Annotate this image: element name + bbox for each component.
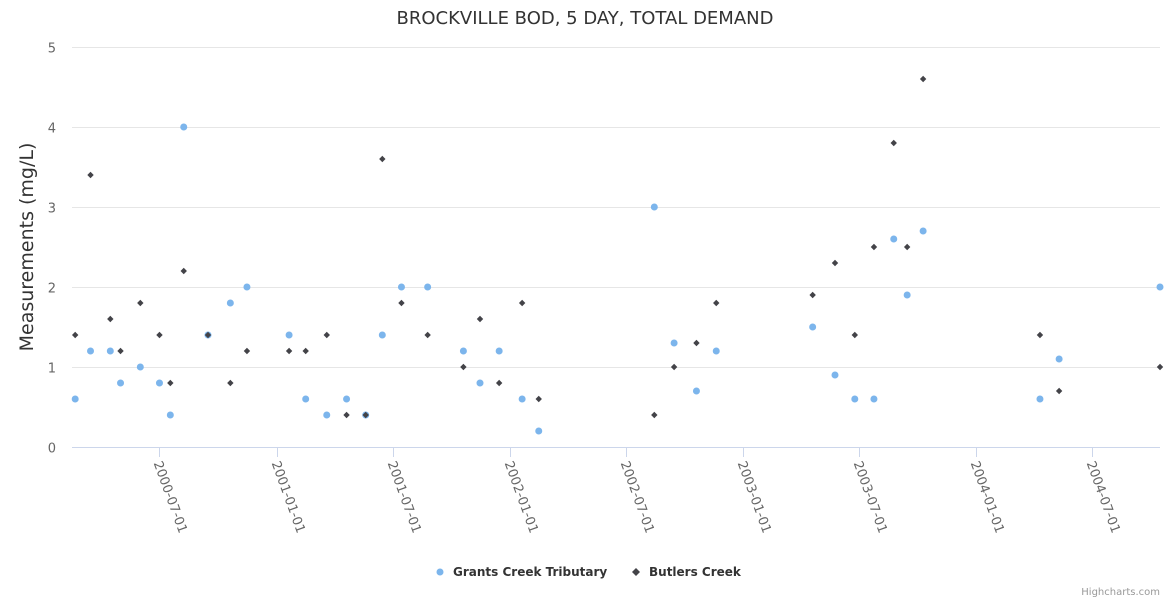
data-point[interactable] (713, 299, 720, 307)
data-point[interactable] (156, 331, 163, 339)
data-point[interactable] (919, 75, 927, 83)
data-point[interactable] (1055, 387, 1063, 395)
data-point[interactable] (693, 339, 700, 347)
series-grants-creek-tributary (71, 123, 1164, 435)
y-tick-label: 4 (48, 122, 56, 137)
data-point[interactable] (692, 387, 700, 395)
data-point[interactable] (809, 323, 817, 331)
data-point[interactable] (495, 347, 503, 355)
data-point[interactable] (851, 331, 858, 339)
data-point[interactable] (1156, 363, 1164, 371)
data-point[interactable] (870, 243, 878, 251)
data-point[interactable] (890, 235, 898, 243)
data-point[interactable] (107, 315, 114, 323)
data-point[interactable] (460, 363, 467, 371)
data-point[interactable] (87, 171, 94, 179)
data-point[interactable] (424, 331, 431, 339)
data-point[interactable] (226, 299, 234, 307)
data-point[interactable] (167, 379, 174, 387)
gridlines (72, 47, 1160, 448)
data-point[interactable] (650, 203, 658, 211)
data-point[interactable] (1036, 331, 1044, 339)
data-point[interactable] (712, 347, 720, 355)
y-axis-label: Measurements (mg/L) (16, 143, 38, 352)
data-point[interactable] (535, 395, 542, 403)
data-point[interactable] (71, 395, 79, 403)
data-point[interactable] (227, 379, 234, 387)
data-point[interactable] (831, 259, 839, 267)
y-tick-label: 3 (48, 202, 56, 217)
data-point[interactable] (323, 331, 330, 339)
y-axis-ticks: 0 1 2 3 4 5 (48, 42, 56, 457)
data-point[interactable] (137, 299, 144, 307)
chart-title: BROCKVILLE BOD, 5 DAY, TOTAL DEMAND (397, 8, 774, 29)
data-point[interactable] (166, 411, 174, 419)
data-point[interactable] (302, 347, 309, 355)
data-point[interactable] (106, 347, 114, 355)
data-point[interactable] (903, 243, 911, 251)
data-point[interactable] (285, 331, 293, 339)
data-point[interactable] (870, 395, 878, 403)
data-point[interactable] (243, 283, 251, 291)
credits-link[interactable]: Highcharts.com (1081, 587, 1160, 598)
data-point[interactable] (476, 315, 484, 323)
data-point[interactable] (518, 299, 526, 307)
legend-item-butlers-creek[interactable]: Butlers Creek (632, 565, 742, 579)
data-point[interactable] (117, 379, 125, 387)
legend-marker-circle (436, 568, 444, 576)
data-point[interactable] (302, 395, 310, 403)
y-tick-label: 1 (48, 362, 56, 377)
data-point[interactable] (71, 331, 79, 339)
data-point[interactable] (831, 371, 839, 379)
data-point[interactable] (343, 395, 351, 403)
data-point[interactable] (851, 395, 859, 403)
data-point[interactable] (204, 331, 212, 339)
data-point[interactable] (398, 299, 405, 307)
data-point[interactable] (903, 291, 911, 299)
data-point[interactable] (670, 339, 678, 347)
data-point[interactable] (378, 331, 386, 339)
data-point[interactable] (379, 155, 386, 163)
data-point[interactable] (362, 411, 369, 419)
legend: Grants Creek Tributary Butlers Creek (436, 565, 742, 579)
data-point[interactable] (518, 395, 526, 403)
data-point[interactable] (180, 123, 188, 131)
legend-item-grants-creek[interactable]: Grants Creek Tributary (436, 565, 608, 579)
legend-label-butlers-creek: Butlers Creek (649, 565, 742, 579)
data-point[interactable] (323, 411, 331, 419)
data-point[interactable] (919, 227, 927, 235)
data-point[interactable] (1055, 355, 1063, 363)
data-point[interactable] (424, 283, 432, 291)
data-point[interactable] (535, 427, 543, 435)
data-point[interactable] (285, 347, 293, 355)
y-tick-label: 0 (48, 442, 56, 457)
data-point[interactable] (651, 411, 658, 419)
data-point[interactable] (809, 291, 816, 299)
plot-area (71, 75, 1164, 435)
data-point[interactable] (343, 411, 350, 419)
data-point[interactable] (117, 347, 124, 355)
data-point[interactable] (87, 347, 95, 355)
data-point[interactable] (459, 347, 467, 355)
data-point[interactable] (495, 379, 503, 387)
data-point[interactable] (136, 363, 144, 371)
data-point[interactable] (1156, 283, 1164, 291)
data-point[interactable] (1036, 395, 1044, 403)
data-point[interactable] (243, 347, 251, 355)
data-point[interactable] (155, 379, 163, 387)
data-point[interactable] (180, 267, 187, 275)
data-point[interactable] (397, 283, 405, 291)
data-point[interactable] (476, 379, 484, 387)
y-tick-label: 2 (48, 282, 56, 297)
series-butlers-creek (71, 75, 1164, 419)
data-point[interactable] (890, 139, 897, 147)
y-tick-label: 5 (48, 42, 56, 57)
legend-marker-diamond (632, 568, 640, 576)
data-point[interactable] (670, 363, 678, 371)
legend-label-grants-creek: Grants Creek Tributary (453, 565, 607, 579)
